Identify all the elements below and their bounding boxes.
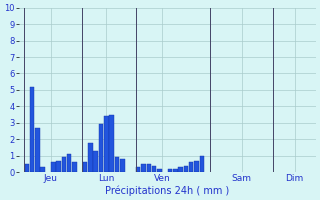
- Bar: [93, 151, 98, 172]
- Bar: [178, 167, 183, 172]
- Bar: [141, 164, 146, 172]
- Bar: [88, 143, 93, 172]
- Bar: [104, 116, 108, 172]
- Bar: [83, 162, 87, 172]
- Bar: [200, 156, 204, 172]
- X-axis label: Précipitations 24h ( mm ): Précipitations 24h ( mm ): [105, 185, 229, 196]
- Bar: [109, 115, 114, 172]
- Bar: [189, 162, 194, 172]
- Bar: [173, 169, 178, 172]
- Bar: [40, 167, 45, 172]
- Bar: [35, 128, 40, 172]
- Bar: [136, 167, 140, 172]
- Bar: [99, 124, 103, 172]
- Bar: [30, 87, 34, 172]
- Bar: [120, 159, 124, 172]
- Bar: [194, 161, 199, 172]
- Bar: [51, 162, 56, 172]
- Bar: [56, 161, 61, 172]
- Bar: [168, 169, 172, 172]
- Bar: [147, 164, 151, 172]
- Bar: [157, 169, 162, 172]
- Bar: [25, 164, 29, 172]
- Bar: [72, 162, 77, 172]
- Bar: [184, 166, 188, 172]
- Bar: [152, 166, 156, 172]
- Bar: [62, 157, 66, 172]
- Bar: [67, 154, 71, 172]
- Bar: [115, 157, 119, 172]
